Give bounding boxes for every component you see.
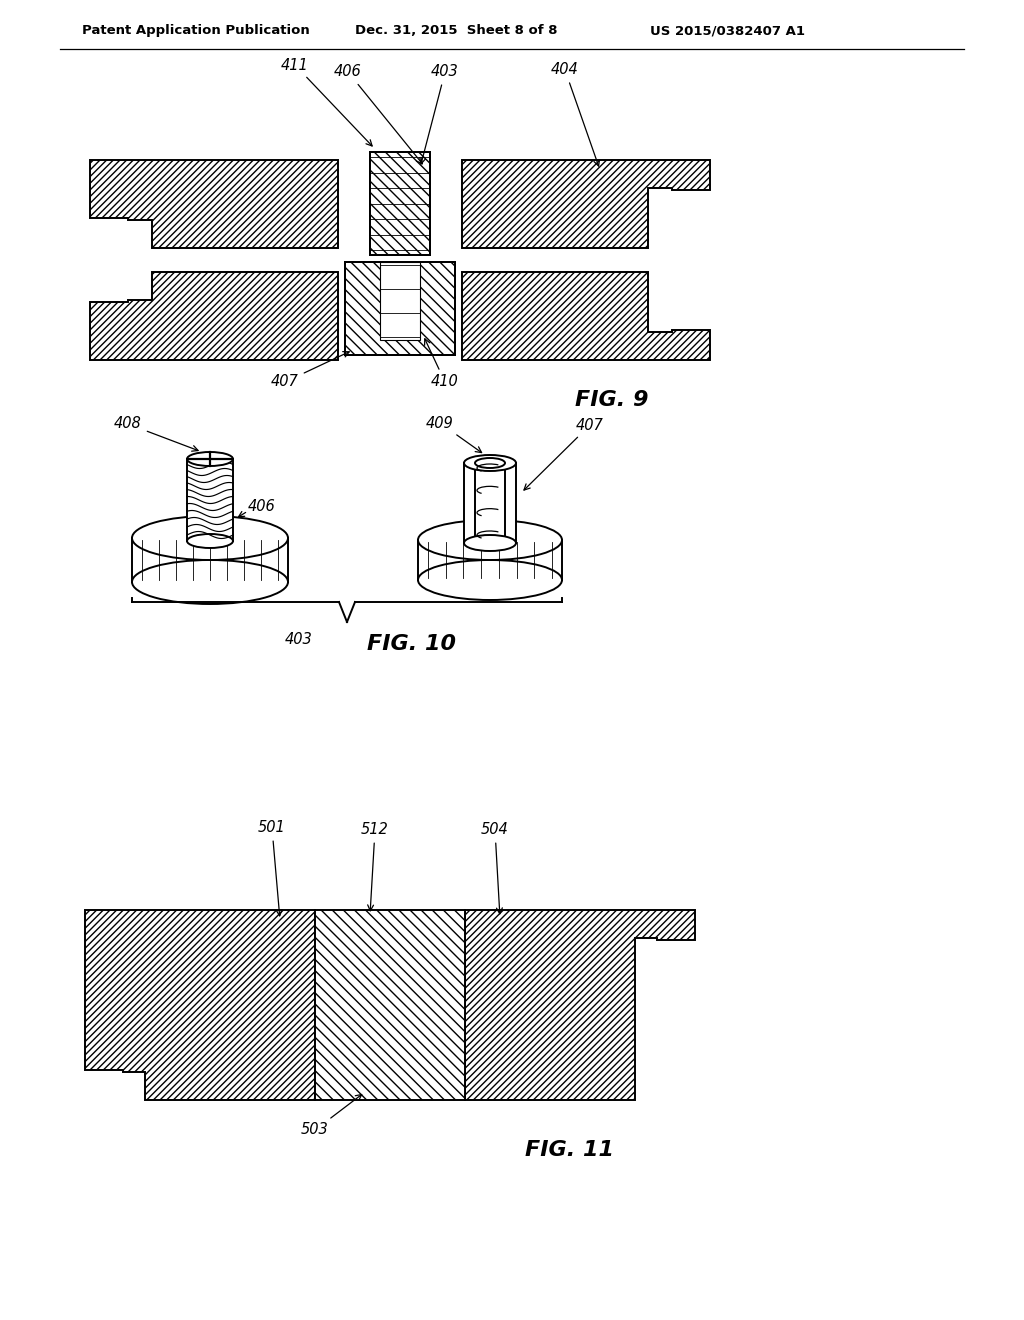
Text: US 2015/0382407 A1: US 2015/0382407 A1 — [650, 24, 805, 37]
Text: 410: 410 — [425, 339, 459, 389]
Text: 501: 501 — [258, 821, 286, 916]
Bar — [187, 459, 233, 541]
Ellipse shape — [132, 516, 288, 560]
Polygon shape — [345, 261, 455, 355]
Text: FIG. 11: FIG. 11 — [525, 1140, 614, 1160]
Ellipse shape — [475, 458, 505, 469]
Ellipse shape — [464, 535, 516, 550]
Polygon shape — [465, 909, 695, 1100]
Polygon shape — [380, 261, 420, 341]
Ellipse shape — [187, 535, 233, 548]
Polygon shape — [315, 909, 465, 1100]
Bar — [418, 540, 562, 579]
Bar — [132, 564, 288, 582]
Polygon shape — [462, 272, 710, 360]
Text: 403: 403 — [285, 632, 313, 647]
Text: 503: 503 — [301, 1094, 361, 1138]
Text: 406: 406 — [248, 499, 275, 513]
Polygon shape — [370, 152, 430, 255]
Text: 403: 403 — [420, 65, 459, 164]
Text: 406: 406 — [334, 65, 422, 164]
Polygon shape — [90, 160, 338, 248]
Bar — [464, 463, 516, 543]
Text: 512: 512 — [361, 822, 389, 911]
Text: FIG. 9: FIG. 9 — [575, 389, 648, 411]
Text: 411: 411 — [282, 58, 372, 147]
Ellipse shape — [418, 520, 562, 560]
Ellipse shape — [187, 451, 233, 466]
Text: 404: 404 — [551, 62, 599, 166]
Text: 408: 408 — [114, 417, 198, 451]
Ellipse shape — [132, 560, 288, 605]
Text: 407: 407 — [524, 417, 604, 490]
Ellipse shape — [418, 560, 562, 601]
Ellipse shape — [464, 455, 516, 471]
Text: 504: 504 — [481, 822, 509, 913]
Text: Dec. 31, 2015  Sheet 8 of 8: Dec. 31, 2015 Sheet 8 of 8 — [355, 24, 557, 37]
Text: 407: 407 — [271, 351, 349, 389]
Polygon shape — [85, 909, 315, 1100]
Text: Patent Application Publication: Patent Application Publication — [82, 24, 309, 37]
Polygon shape — [90, 272, 338, 360]
Text: 409: 409 — [426, 416, 481, 453]
Polygon shape — [462, 160, 710, 248]
Text: FIG. 10: FIG. 10 — [367, 634, 456, 653]
